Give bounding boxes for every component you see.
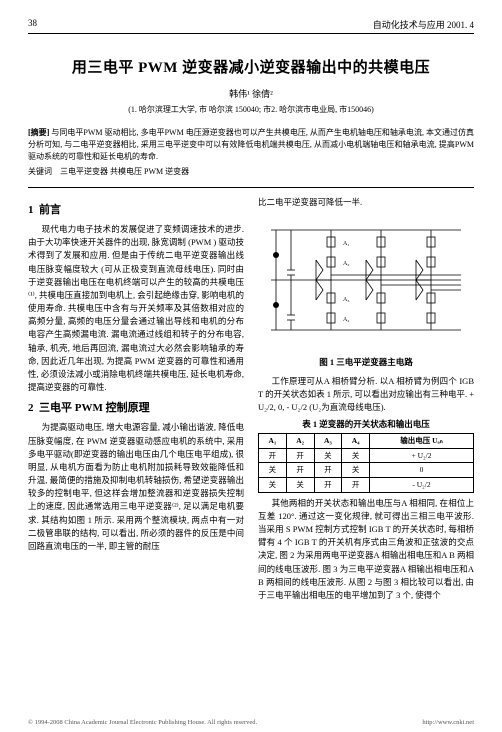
authors: 韩伟¹ 徐倩² [28, 87, 474, 100]
section2-paragraph1: 为提高驱动电压, 增大电源容量, 减小输出谐波, 降低电压脉变幅度, 在 PWM… [28, 421, 244, 553]
switch-state-table: A₁ A₂ A₃ A₄ 输出电压 Uₐₙ 开 开 关 关 + U₂/2 关 开 … [258, 433, 474, 493]
table-row: 开 开 关 关 + U₂/2 [259, 448, 474, 463]
keywords-block: 关键词 三电平逆变器 共模电压 PWM 逆变器 [28, 166, 474, 177]
circuit-diagram: A₁ A₂ A₃ A₄ [258, 215, 474, 345]
table1-caption: 表 1 逆变器的开关状态和输出电压 [258, 418, 474, 431]
divider-line [28, 187, 474, 188]
abstract-label: [摘要] [28, 128, 49, 137]
abstract-text: 与同电平PWM 驱动相比, 多电平PWM 电压源逆变器也可以产生共模电压, 从而… [28, 128, 474, 161]
page-footer: © 1994-2008 China Academic Journal Elect… [28, 719, 474, 726]
section2-paragraph2: 比二电平逆变器可降低一半. [258, 196, 474, 209]
affiliation: (1. 哈尔滨理工大学, 市 哈尔滨 150040; 市2. 哈尔滨市电业局, … [28, 104, 474, 115]
table-header-row: A₁ A₂ A₃ A₄ 输出电压 Uₐₙ [259, 434, 474, 449]
keywords-label: 关键词 [28, 167, 52, 176]
section1-paragraph: 现代电力电子技术的发展促进了变频调速技术的进步. 由于大功率快速开关器件的出现,… [28, 223, 244, 394]
section1-title: 1 前言 [28, 202, 244, 219]
svg-text:A₂: A₂ [343, 261, 349, 267]
abstract-block: [摘要] 与同电平PWM 驱动相比, 多电平PWM 电压源逆变器也可以产生共模电… [28, 127, 474, 163]
section2-paragraph4: 其他两相的开关状态和输出电压与A 相相同, 在相位上互差 120°. 通过这一变… [258, 497, 474, 602]
section2-paragraph3: 工作原理可从A 相桥臂分析. 以A 相桥臂为例四个 IGB T 的开关状态如表 … [258, 375, 474, 415]
page-number: 38 [28, 18, 37, 31]
article-title: 用三电平 PWM 逆变器减小逆变器输出中的共模电压 [28, 56, 474, 77]
keywords-text: 三电平逆变器 共模电压 PWM 逆变器 [60, 167, 189, 176]
svg-text:A₁: A₁ [343, 241, 349, 247]
footer-copyright: © 1994-2008 China Academic Journal Elect… [28, 719, 257, 726]
table-row: 关 开 开 关 0 [259, 463, 474, 478]
table-row: 关 关 开 开 - U₂/2 [259, 478, 474, 493]
left-column: 1 前言 现代电力电子技术的发展促进了变频调速技术的进步. 由于大功率快速开关器… [28, 196, 244, 604]
right-column: 比二电平逆变器可降低一半. [258, 196, 474, 604]
journal-name: 自动化技术与应用 2001. 4 [373, 18, 474, 31]
svg-text:A₄: A₄ [343, 317, 349, 323]
section2-title: 2 三电平 PWM 控制原理 [28, 400, 244, 417]
svg-text:A₃: A₃ [343, 297, 349, 303]
figure1-caption: 图 1 三电平逆变器主电路 [258, 356, 474, 369]
footer-url: http://www.cnki.net [422, 719, 474, 726]
page-header: 38 自动化技术与应用 2001. 4 [28, 18, 474, 34]
two-column-body: 1 前言 现代电力电子技术的发展促进了变频调速技术的进步. 由于大功率快速开关器… [28, 196, 474, 604]
